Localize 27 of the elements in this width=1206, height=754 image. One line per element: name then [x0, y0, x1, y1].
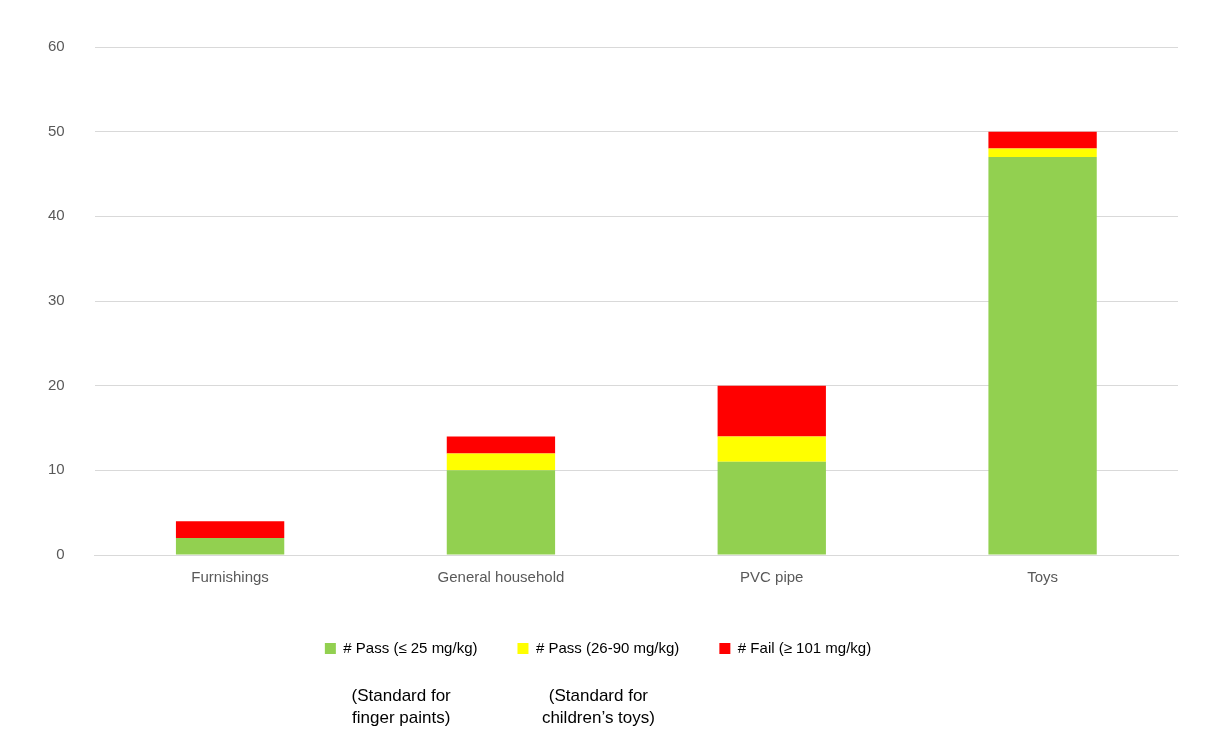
x-tick-label: PVC pipe: [740, 568, 804, 586]
x-tick-label: Furnishings: [191, 568, 269, 586]
y-tick-label: 40: [48, 206, 65, 224]
y-tick-label: 50: [48, 121, 65, 139]
bar: [717, 461, 826, 555]
bar: [175, 521, 285, 539]
y-tick-label: 0: [56, 545, 65, 563]
bar: [988, 157, 1097, 555]
legend-label: # Fail (≥ 101 mg/kg): [737, 638, 872, 656]
bar: [717, 385, 826, 437]
bar: [446, 470, 556, 555]
bar: [717, 436, 826, 462]
y-tick-label: 30: [48, 291, 65, 309]
bar: [988, 131, 1097, 149]
text: (Standard for finger paints): [351, 686, 452, 728]
y-tick-label: 10: [48, 460, 65, 478]
bar: [175, 538, 285, 555]
bar: [446, 453, 556, 471]
y-tick-label: 20: [48, 375, 65, 393]
x-tick-label: General household: [437, 568, 565, 586]
bar: [446, 436, 556, 454]
legend-label: # Pass (26-90 mg/kg): [535, 638, 680, 656]
text: (Standard for children’s toys): [541, 686, 655, 728]
legend-label: # Pass (≤ 25 mg/kg): [343, 638, 478, 656]
y-tick-label: 60: [48, 37, 65, 55]
bar: [988, 148, 1097, 158]
x-tick-label: Toys: [1027, 568, 1059, 586]
